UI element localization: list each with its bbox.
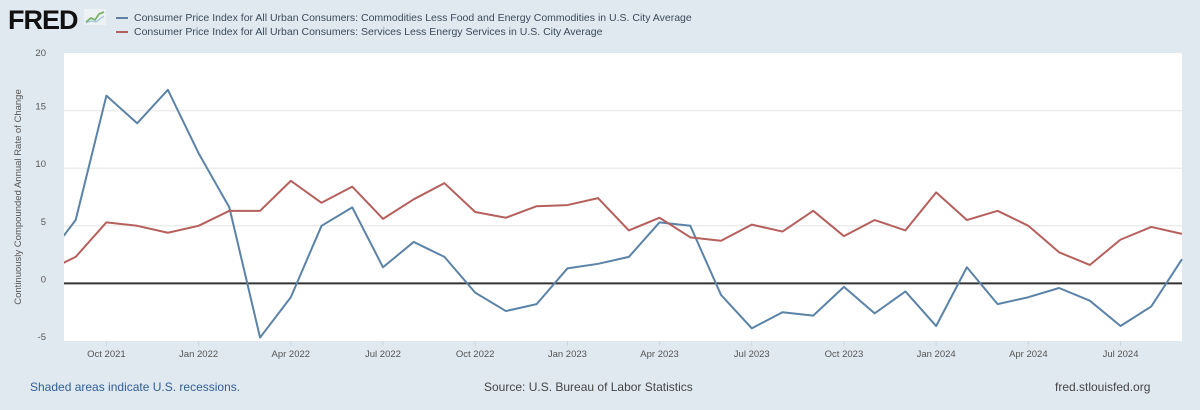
source-text: Source: U.S. Bureau of Labor Statistics <box>484 380 693 394</box>
x-tick-label: Apr 2024 <box>1009 349 1048 360</box>
legend-swatch-blue <box>116 17 128 19</box>
x-tick-label: Apr 2022 <box>272 349 311 360</box>
x-tick-label: Jul 2024 <box>1103 349 1139 360</box>
fred-logo[interactable]: FRED <box>8 5 78 35</box>
plot-area <box>64 53 1182 341</box>
x-tick-label: Apr 2023 <box>640 349 679 360</box>
y-tick-label: 5 <box>41 217 46 228</box>
commodities-series-line[interactable] <box>45 88 1183 339</box>
x-tick-label: Jan 2022 <box>179 349 218 360</box>
chart-logo-icon <box>84 9 106 25</box>
x-tick-label: Jan 2023 <box>548 349 587 360</box>
y-tick-label: -5 <box>38 332 46 343</box>
legend-swatch-red <box>116 31 128 33</box>
legend-item-commodities[interactable]: Consumer Price Index for All Urban Consu… <box>116 11 692 25</box>
x-tick-label: Oct 2021 <box>87 349 126 360</box>
x-tick-label: Jan 2024 <box>917 349 956 360</box>
legend-item-services[interactable]: Consumer Price Index for All Urban Consu… <box>116 25 692 39</box>
y-axis-label: Continuously Compounded Annual Rate of C… <box>13 89 24 305</box>
y-tick-label: 10 <box>35 159 46 170</box>
y-tick-label: 15 <box>35 102 46 113</box>
site-link[interactable]: fred.stlouisfed.org <box>1055 380 1151 394</box>
legend-label: Consumer Price Index for All Urban Consu… <box>134 12 692 24</box>
recessions-note[interactable]: Shaded areas indicate U.S. recessions. <box>30 380 241 394</box>
chart-legend: Consumer Price Index for All Urban Consu… <box>116 11 692 39</box>
y-tick-label: 0 <box>41 274 46 285</box>
x-tick-label: Oct 2023 <box>825 349 864 360</box>
legend-label: Consumer Price Index for All Urban Consu… <box>134 26 603 38</box>
x-tick-label: Jul 2022 <box>365 349 401 360</box>
services-series-line[interactable] <box>45 179 1183 272</box>
x-tick-label: Jul 2023 <box>734 349 770 360</box>
x-tick-label: Oct 2022 <box>456 349 495 360</box>
y-tick-label: 20 <box>35 48 46 59</box>
